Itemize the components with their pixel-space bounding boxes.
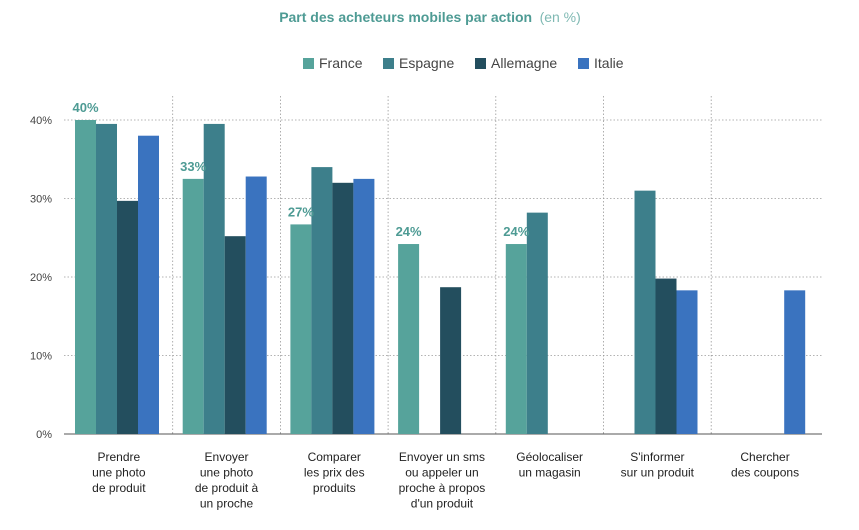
legend-swatch-espagne	[383, 58, 394, 69]
bar-france	[290, 224, 312, 434]
legend-label-espagne: Espagne	[399, 55, 454, 71]
category-label: Envoyer un sms ou appeler un proche à prop…	[399, 450, 486, 511]
bars	[75, 120, 806, 435]
legend-label-italie: Italie	[594, 55, 624, 71]
y-tick-label: 0%	[36, 429, 52, 441]
bar-italie	[676, 290, 698, 434]
bar-allemagne	[440, 287, 462, 434]
legend-label-allemagne: Allemagne	[491, 55, 557, 71]
bar-france	[75, 120, 96, 434]
legend: France Espagne Allemagne Italie	[303, 55, 624, 71]
legend-label-france: France	[319, 55, 363, 71]
y-axis: 0% 10% 20% 30% 40%	[30, 115, 52, 441]
data-label: 40%	[72, 100, 98, 115]
chart-title: Part des acheteurs mobiles par action (e…	[279, 9, 581, 26]
bar-allemagne	[655, 278, 677, 434]
legend-swatch-italie	[578, 58, 589, 69]
bar-allemagne	[117, 200, 138, 434]
chart-title-main: Part des acheteurs mobiles par action	[279, 9, 532, 25]
data-labels: 40% 33% 27% 24% 24%	[72, 100, 529, 239]
bar-allemagne	[224, 236, 246, 434]
category-label: Envoyer une photo de produit à un proche	[195, 450, 259, 511]
data-label: 33%	[180, 159, 206, 174]
bar-espagne	[311, 167, 333, 434]
data-label: 24%	[503, 224, 529, 239]
category-label: Prendre une photo de produit	[92, 450, 146, 495]
bar-espagne	[526, 212, 548, 434]
bar-espagne	[96, 123, 117, 435]
bar-italie	[353, 178, 375, 434]
data-label: 24%	[396, 224, 422, 239]
category-label: Chercher des coupons	[731, 450, 799, 480]
legend-swatch-france	[303, 58, 314, 69]
chart-title-unit: (en %)	[540, 9, 581, 25]
bar-france	[398, 244, 420, 434]
x-axis: Prendre une photo de produit Envoyer une pho…	[92, 450, 799, 511]
bar-espagne	[634, 190, 656, 434]
y-tick-label: 30%	[30, 194, 52, 206]
y-tick-label: 40%	[30, 115, 52, 127]
bar-espagne	[203, 123, 225, 435]
bar-italie	[138, 135, 159, 434]
category-label: Géolocaliser un magasin	[516, 450, 583, 480]
category-label: Comparer les prix des produits	[304, 450, 365, 495]
bar-italie	[245, 176, 267, 434]
bar-italie	[784, 290, 806, 434]
bar-france	[182, 178, 204, 434]
bar-allemagne	[332, 182, 354, 434]
category-label: S'informer sur un produit	[621, 450, 695, 480]
bar-france	[505, 244, 527, 434]
y-tick-label: 10%	[30, 351, 52, 363]
legend-swatch-allemagne	[475, 58, 486, 69]
data-label: 27%	[288, 204, 314, 219]
y-tick-label: 20%	[30, 272, 52, 284]
